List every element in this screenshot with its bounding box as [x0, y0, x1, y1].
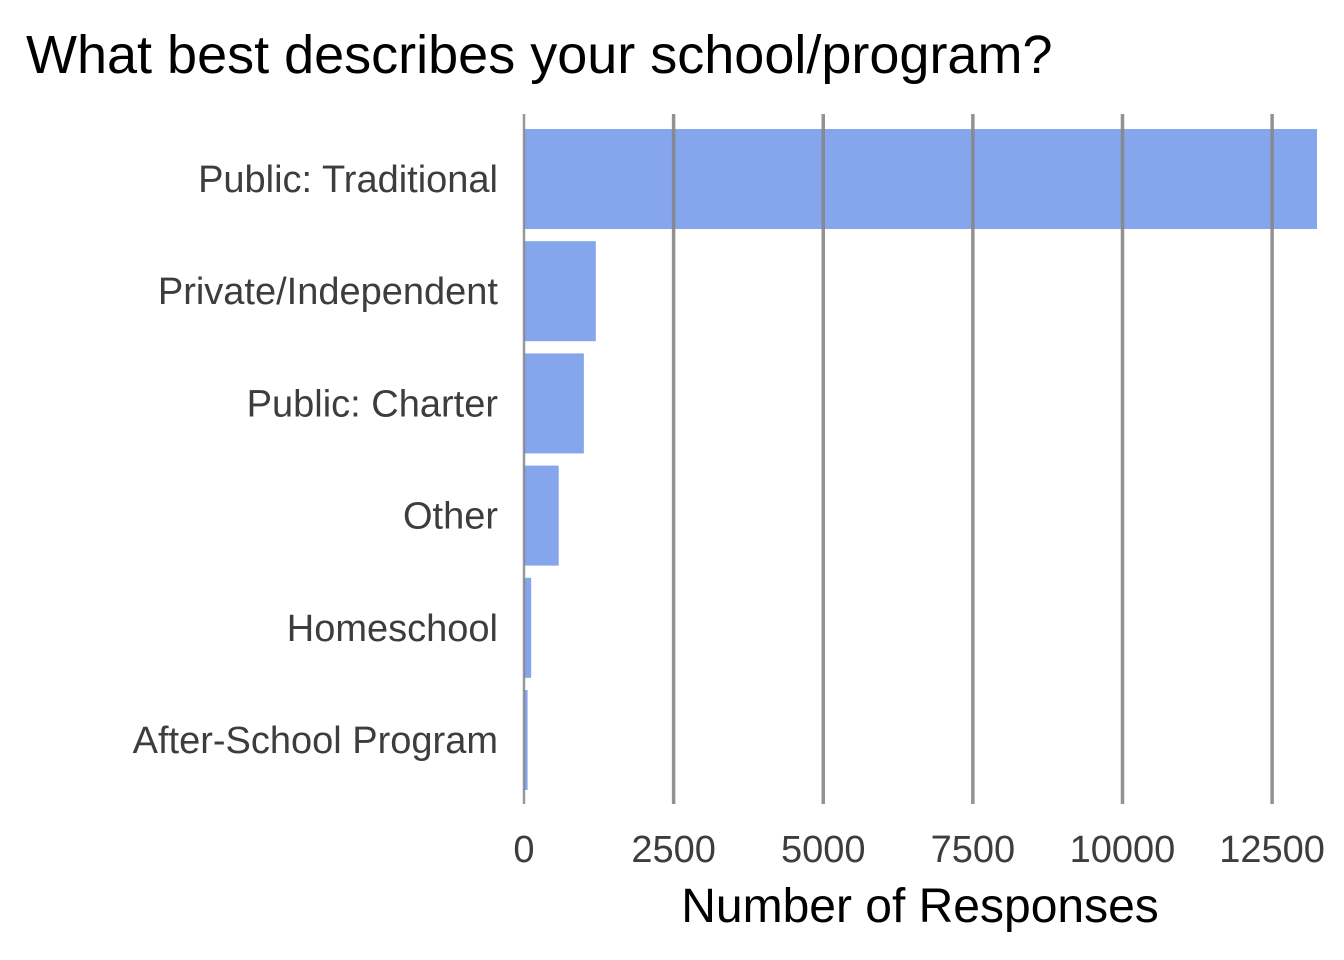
category-label: Private/Independent: [158, 271, 499, 313]
category-label: Other: [403, 496, 498, 538]
bar-after-school-program: [524, 690, 528, 790]
x-tick-label: 7500: [931, 829, 1016, 871]
bars-layer: [524, 129, 1317, 790]
x-axis-title: Number of Responses: [681, 880, 1159, 933]
category-labels: Public: Traditional Private/Independent Pu…: [133, 159, 499, 762]
bar-public-charter: [524, 353, 584, 454]
bar-other: [524, 465, 559, 566]
x-tick-label: 10000: [1070, 829, 1176, 871]
x-tick-label: 5000: [781, 829, 866, 871]
category-label: After-School Program: [133, 720, 498, 762]
grid-layer: [522, 114, 1274, 804]
bar-public-traditional: [524, 129, 1317, 229]
bar-private-independent: [524, 241, 596, 342]
category-label: Homeschool: [287, 608, 498, 650]
x-tick-labels: 0 2500 5000 7500 10000 12500: [513, 829, 1325, 871]
x-tick-label: 0: [513, 829, 534, 871]
x-tick-label: 2500: [631, 829, 716, 871]
chart-title: What best describes your school/program?: [26, 25, 1052, 85]
bar-homeschool: [524, 577, 532, 678]
category-label: Public: Traditional: [198, 159, 498, 201]
x-tick-label: 12500: [1219, 829, 1325, 871]
category-label: Public: Charter: [247, 383, 499, 425]
